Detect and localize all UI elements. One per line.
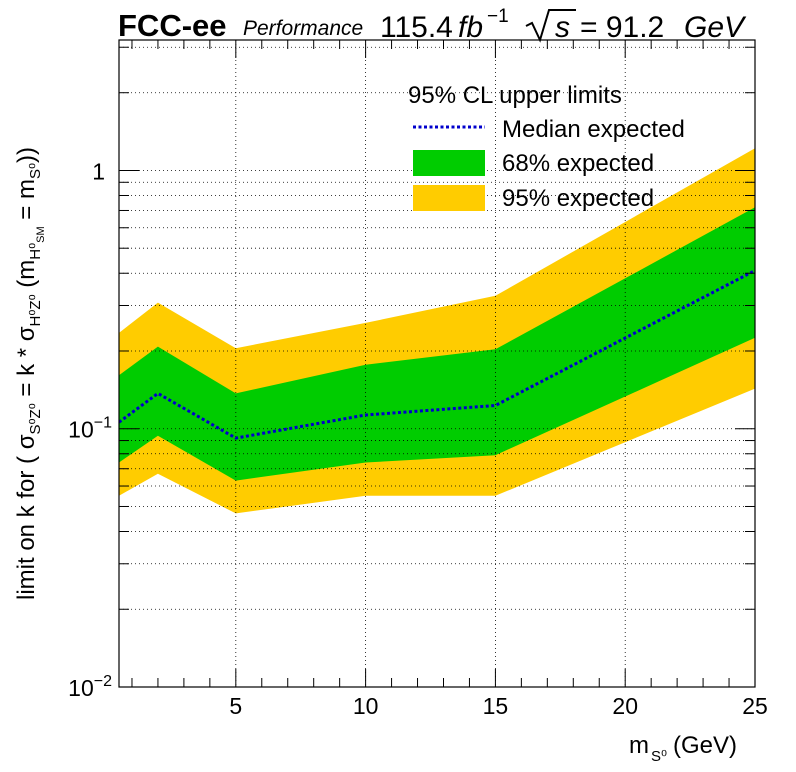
- lumi-unit: fb: [458, 11, 483, 44]
- y-axis-title: limit on k for ( σS⁰Z⁰ = k * σH⁰Z⁰ (mH⁰S…: [13, 147, 47, 600]
- band-68-expected: [119, 207, 755, 481]
- median-group: [119, 269, 755, 440]
- x-tick-label: 5: [229, 693, 242, 719]
- x-axis-title-m: m: [629, 732, 649, 759]
- x-axis-title-unit: (GeV): [673, 732, 737, 759]
- legend: 95% CL upper limits Median expected 68% …: [408, 82, 685, 212]
- x-tick-label: 20: [612, 693, 638, 719]
- lumi-value: 115.4: [380, 11, 453, 44]
- y-tick-label: 1: [92, 158, 105, 184]
- legend-68-label: 68% expected: [502, 150, 654, 177]
- median-expected-line: [119, 269, 755, 440]
- plot-frame: [118, 39, 756, 688]
- experiment-label: FCC-ee: [118, 8, 227, 43]
- legend-95-label: 95% expected: [502, 185, 654, 212]
- energy-unit: GeV: [684, 11, 747, 44]
- status-label: Performance: [243, 17, 363, 40]
- sqrt-s-value: = 91.2: [580, 11, 664, 44]
- ticks-group: 5 10 15 20 25 10−2 10−1 1: [68, 40, 768, 719]
- lumi-exponent: −1: [487, 6, 509, 27]
- x-axis-title-sub: S⁰: [651, 748, 667, 765]
- legend-title: 95% CL upper limits: [408, 82, 622, 109]
- y-tick-label: 10−2: [68, 673, 112, 701]
- legend-95-swatch: [413, 185, 485, 211]
- x-tick-label: 15: [483, 693, 509, 719]
- x-axis-title: m S⁰ (GeV): [629, 732, 737, 765]
- x-tick-label: 25: [742, 693, 768, 719]
- sqrt-s-variable: s: [555, 11, 570, 44]
- legend-68-swatch: [413, 150, 485, 176]
- x-tick-label: 10: [353, 693, 379, 719]
- legend-median-label: Median expected: [502, 116, 685, 143]
- bands-group: [119, 148, 755, 514]
- y-tick-label: 10−1: [68, 415, 112, 443]
